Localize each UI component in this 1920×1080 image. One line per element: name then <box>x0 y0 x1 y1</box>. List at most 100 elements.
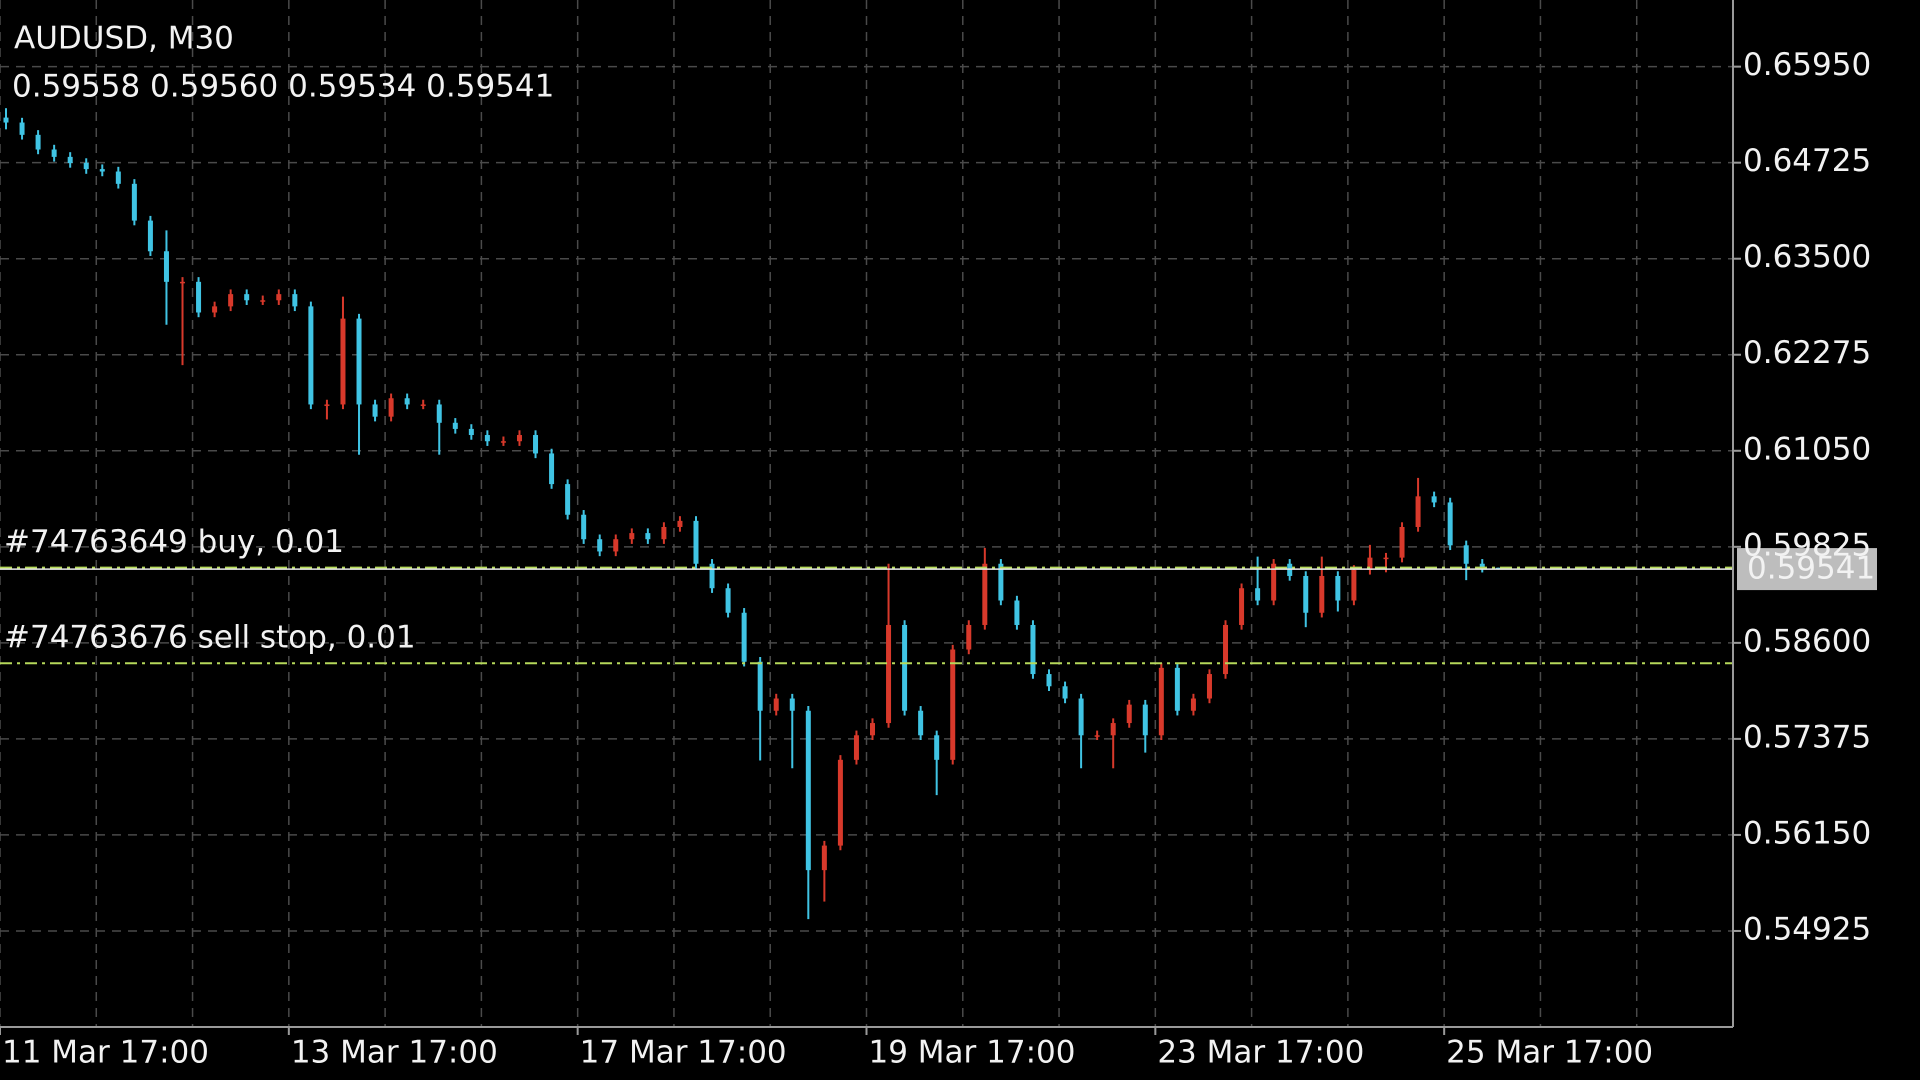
x-tick-label: 23 Mar 17:00 <box>1157 1035 1364 1071</box>
candle-body <box>260 300 266 302</box>
candle-body <box>1158 667 1164 736</box>
candle-body <box>1383 557 1389 560</box>
candle-body <box>35 134 41 150</box>
candle-body <box>99 169 105 172</box>
candle-body <box>870 723 875 736</box>
y-tick-label: 0.56150 <box>1743 815 1871 851</box>
candle-body <box>1255 588 1261 601</box>
candle-body <box>1174 667 1180 711</box>
candle-body <box>821 845 827 871</box>
candle-body <box>1094 735 1100 737</box>
candle-body <box>196 281 202 313</box>
candle-body <box>1239 588 1245 625</box>
candle-body <box>212 306 218 313</box>
candle-body <box>902 624 908 711</box>
y-tick-label: 0.62275 <box>1743 335 1871 371</box>
candle-body <box>1367 557 1373 570</box>
candle-body <box>565 484 571 515</box>
candle-body <box>51 149 57 157</box>
candle-body <box>163 251 169 282</box>
candle-body <box>1271 563 1277 601</box>
candle-body <box>372 404 378 417</box>
order-label: #74763676 sell stop, 0.01 <box>4 620 416 656</box>
candle-body <box>3 117 9 123</box>
candle-body <box>1431 496 1437 503</box>
candle-body <box>805 710 811 871</box>
candle-body <box>886 624 892 724</box>
candle-body <box>789 698 795 711</box>
candle-body <box>1351 569 1357 601</box>
candle-body <box>853 735 859 760</box>
y-tick-label: 0.59825 <box>1743 527 1871 563</box>
candle-body <box>741 612 747 662</box>
candle-body <box>1030 624 1036 675</box>
y-tick-label: 0.63500 <box>1743 239 1871 275</box>
candle-body <box>436 404 442 423</box>
candle-body <box>276 294 282 301</box>
candle-body <box>918 710 924 736</box>
candle-body <box>533 435 539 454</box>
candle-body <box>645 533 651 540</box>
candle-body <box>67 156 73 163</box>
y-tick-label: 0.54925 <box>1743 911 1871 947</box>
y-tick-label: 0.64725 <box>1743 143 1871 179</box>
candle-body <box>1319 575 1325 613</box>
bid-label: 0.59541 <box>1747 551 1875 587</box>
candle-body <box>420 404 426 406</box>
grid <box>0 0 1733 1027</box>
y-tick-label: 0.61050 <box>1743 431 1871 467</box>
x-tick-label: 25 Mar 17:00 <box>1446 1035 1653 1071</box>
candle-body <box>83 162 89 170</box>
candle-body <box>725 588 731 613</box>
candle-body <box>773 698 779 711</box>
bid-box <box>1737 548 1877 591</box>
candle-body <box>613 539 619 552</box>
candle-body <box>982 563 988 625</box>
candle-body <box>131 183 137 221</box>
candle-body <box>180 281 186 284</box>
x-tick-label: 17 Mar 17:00 <box>580 1035 787 1071</box>
candle-body <box>292 294 298 307</box>
candle-body <box>1223 624 1229 675</box>
candle-body <box>966 624 972 650</box>
candle-body <box>998 563 1004 601</box>
candle-body <box>308 306 314 405</box>
candle-body <box>549 453 555 485</box>
y-tick-label: 0.57375 <box>1743 719 1871 755</box>
candle-body <box>468 428 474 436</box>
candle-body <box>1399 526 1405 558</box>
candle-body <box>484 435 490 442</box>
candle-body <box>837 759 843 846</box>
candle-body <box>340 318 346 405</box>
y-tick-label: 0.58600 <box>1743 623 1871 659</box>
candle-body <box>1014 600 1020 625</box>
candle-body <box>516 435 522 442</box>
candle-body <box>1046 674 1052 687</box>
candle-body <box>597 539 603 552</box>
candle-body <box>677 520 683 527</box>
candle-body <box>228 294 234 307</box>
candle-body <box>1078 698 1084 736</box>
candle-body <box>244 294 250 301</box>
candle-body <box>1126 704 1132 724</box>
candle-body <box>356 318 362 405</box>
candle-body <box>500 441 506 443</box>
ohlc-readout: 0.59558 0.59560 0.59534 0.59541 <box>12 69 554 105</box>
candle-body <box>709 563 715 589</box>
candle-body <box>950 649 956 760</box>
y-tick-label: 0.65950 <box>1743 47 1871 83</box>
candle-body <box>1206 674 1212 699</box>
candle-body <box>581 514 587 540</box>
candle-body <box>147 220 153 252</box>
candle-body <box>324 404 330 406</box>
candle-body <box>388 398 394 417</box>
candle-body <box>1415 496 1421 527</box>
candle-body <box>629 533 635 540</box>
x-tick-label: 11 Mar 17:00 <box>2 1035 209 1071</box>
candle-body <box>934 735 940 760</box>
candle-body <box>1190 698 1196 711</box>
candle-body <box>452 422 458 429</box>
candle-body <box>19 122 25 135</box>
